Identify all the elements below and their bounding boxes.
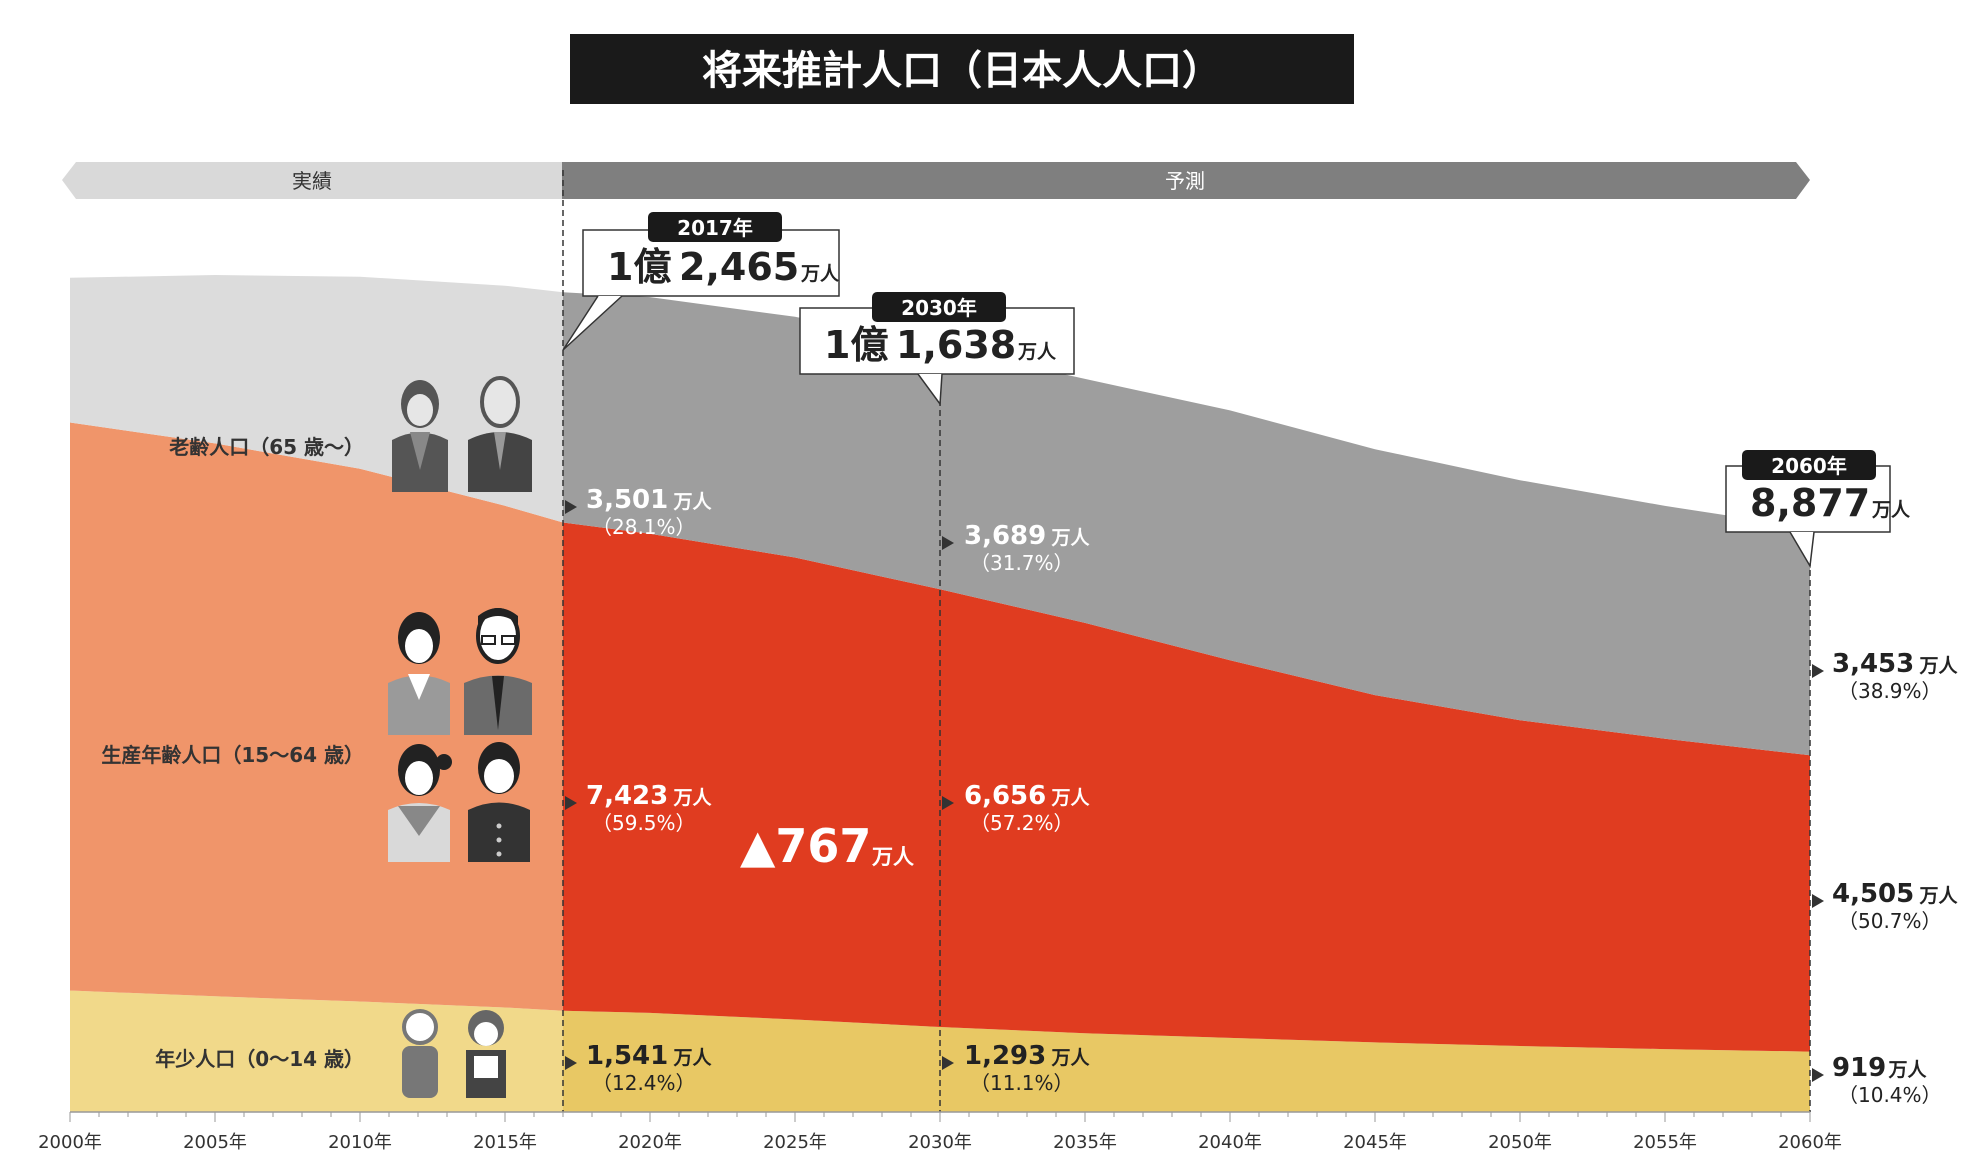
callout-year: 2017年 <box>677 216 753 240</box>
reference-lines <box>562 170 1811 1112</box>
callout-unit: 万人 <box>800 263 840 285</box>
label-2017-elderly-unit: 万人 <box>673 491 713 513</box>
schoolgirl-icon <box>388 744 452 862</box>
area-elderly-forecast <box>563 292 1810 756</box>
label-2030-working-pointer <box>942 796 954 810</box>
office-man-icon <box>464 608 532 735</box>
x-tick-label: 2035年 <box>1053 1132 1117 1153</box>
label-2060-youth-unit: 万人 <box>1888 1059 1928 1081</box>
x-tick-label: 2020年 <box>618 1132 682 1153</box>
working-decline-value: ▲767 <box>740 819 871 873</box>
forecast-banner <box>562 162 1810 199</box>
label-2017-working-pointer <box>565 796 577 810</box>
callout-prefix: 1億 <box>824 323 888 367</box>
callout-year-tag <box>648 212 782 242</box>
label-2030-elderly-unit: 万人 <box>1051 527 1091 549</box>
label-2030-working-unit: 万人 <box>1051 787 1091 809</box>
area-youth-forecast <box>563 1010 1810 1112</box>
label-2060-youth-percent: （10.4%） <box>1838 1083 1942 1107</box>
working-decline: ▲767 万人 <box>740 819 914 873</box>
label-2017-working-value: 7,423 <box>586 781 668 811</box>
callout-unit: 万人 <box>1871 499 1911 521</box>
label-2060-elderly-unit: 万人 <box>1919 655 1959 677</box>
chart-title: 将来推計人口（日本人人口） <box>702 48 1222 94</box>
label-2017-youth-percent: （12.4%） <box>592 1071 696 1095</box>
value-labels: 3,501 万人（28.1%）7,423 万人（59.5%）1,541 万人（12.4… <box>565 485 1959 1107</box>
x-tick-label: 2005年 <box>183 1132 247 1153</box>
actual-banner-label: 実績 <box>292 169 332 193</box>
x-tick-label: 2040年 <box>1198 1132 1262 1153</box>
label-2030-youth-percent: （11.1%） <box>970 1071 1074 1095</box>
label-2060-elderly-percent: （38.9%） <box>1838 679 1942 703</box>
x-tick-label: 2045年 <box>1343 1132 1407 1153</box>
callout-year: 2030年 <box>901 296 977 320</box>
label-2060-working-percent: （50.7%） <box>1838 909 1942 933</box>
label-2030-working-value: 6,656 <box>964 781 1046 811</box>
label-2030-youth-unit: 万人 <box>1051 1047 1091 1069</box>
elderly-woman-icon <box>392 380 448 492</box>
callout-value: 2,465 <box>679 245 799 289</box>
callout-unit: 万人 <box>1017 341 1057 363</box>
x-tick-label: 2055年 <box>1633 1132 1697 1153</box>
callout-year: 2060年 <box>1771 454 1847 478</box>
label-2030-elderly-percent: （31.7%） <box>970 551 1074 575</box>
x-tick-label: 2010年 <box>328 1132 392 1153</box>
label-2030-elderly-value: 3,689 <box>964 521 1046 551</box>
label-2017-youth-pointer <box>565 1056 577 1070</box>
x-tick-label: 2000年 <box>38 1132 102 1153</box>
area-youth-actual <box>70 990 563 1112</box>
label-2017-youth-value: 1,541 <box>586 1041 668 1071</box>
group-label-elderly: 老齢人口（65 歳〜） <box>169 435 364 459</box>
x-tick-label: 2025年 <box>763 1132 827 1153</box>
child-icon <box>402 1009 438 1098</box>
elderly-man-icon <box>468 376 532 492</box>
callout-pointer <box>917 373 943 407</box>
group-label-working: 生産年齢人口（15〜64 歳） <box>101 743 364 767</box>
x-tick-label: 2060年 <box>1778 1132 1842 1153</box>
label-2017-elderly-percent: （28.1%） <box>592 515 696 539</box>
callout-pointer <box>1789 531 1815 569</box>
label-2017-youth-unit: 万人 <box>673 1047 713 1069</box>
label-2060-working-value: 4,505 <box>1832 879 1914 909</box>
x-tick-label: 2050年 <box>1488 1132 1552 1153</box>
group-label-youth: 年少人口（0〜14 歳） <box>155 1047 364 1071</box>
forecast-banner-label: 予測 <box>1165 169 1205 193</box>
schoolboy-icon <box>468 742 530 862</box>
label-2060-youth-value: 919 <box>1832 1053 1886 1083</box>
callout-value: 1,638 <box>896 323 1016 367</box>
label-2030-working-percent: （57.2%） <box>970 811 1074 835</box>
working-decline-unit: 万人 <box>871 845 914 869</box>
people-icons <box>388 376 532 1098</box>
callout-pointer <box>562 295 623 351</box>
label-2017-elderly-value: 3,501 <box>586 485 668 515</box>
callout-year-tag <box>1742 450 1876 480</box>
label-2017-working-unit: 万人 <box>673 787 713 809</box>
label-2060-youth-pointer <box>1812 1068 1824 1082</box>
actual-banner <box>62 162 562 199</box>
label-2017-elderly-pointer <box>565 500 577 514</box>
area-working-forecast <box>563 522 1810 1052</box>
callout-value: 8,877 <box>1750 481 1870 525</box>
label-2060-working-unit: 万人 <box>1919 885 1959 907</box>
label-2017-working-percent: （59.5%） <box>592 811 696 835</box>
label-2030-youth-value: 1,293 <box>964 1041 1046 1071</box>
x-tick-label: 2015年 <box>473 1132 537 1153</box>
label-2060-elderly-pointer <box>1812 664 1824 678</box>
x-axis: 2000年 2005年 2010年 2015年 2020年 2025年 2030年 2035年… <box>38 1111 1842 1153</box>
x-tick-label: 2030年 <box>908 1132 972 1153</box>
callout-prefix: 1億 <box>607 245 671 289</box>
label-2060-working-pointer <box>1812 894 1824 908</box>
office-woman-icon <box>388 612 450 735</box>
title-background <box>570 34 1354 104</box>
label-2030-elderly-pointer <box>942 536 954 550</box>
label-2030-youth-pointer <box>942 1056 954 1070</box>
area-working-actual <box>70 422 563 1011</box>
callout-year-tag <box>872 292 1006 322</box>
child-girl-icon <box>466 1010 506 1098</box>
label-2060-elderly-value: 3,453 <box>1832 649 1914 679</box>
